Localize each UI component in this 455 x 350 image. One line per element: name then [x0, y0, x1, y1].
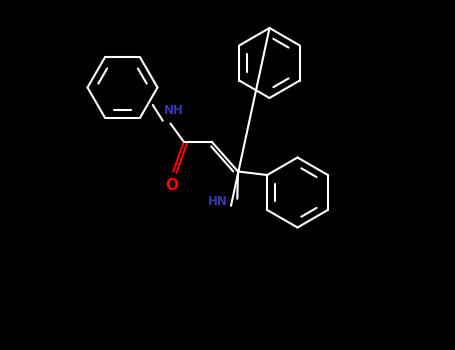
Text: NH: NH: [164, 104, 184, 117]
Text: O: O: [165, 178, 178, 193]
Text: HN: HN: [208, 195, 228, 208]
